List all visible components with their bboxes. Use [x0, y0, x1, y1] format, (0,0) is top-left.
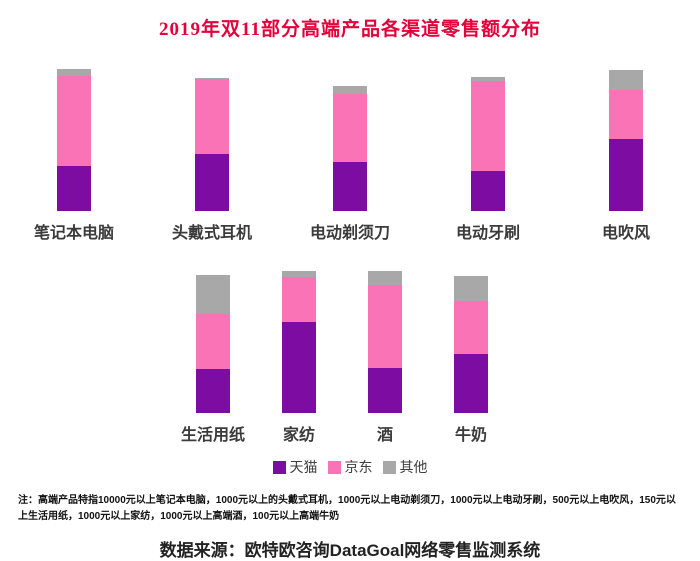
- category-label: 牛奶: [454, 427, 487, 444]
- bar-segment-tmall: [282, 322, 316, 413]
- chart-title: 2019年双11部分高端产品各渠道零售额分布: [159, 19, 541, 40]
- stacked-bar: [609, 70, 643, 211]
- legend-item-other: 其他: [382, 457, 428, 477]
- legend: 天猫 京东 其他: [0, 457, 700, 477]
- bar-group: 电动剃须刀: [298, 63, 402, 243]
- category-label: 电动牙刷: [455, 225, 520, 242]
- bar-group: 生活用纸: [172, 267, 254, 445]
- bar-row-2: 生活用纸 家纺 酒 牛奶: [0, 267, 700, 445]
- category-label: 电吹风: [601, 225, 650, 242]
- bar-segment-tmall: [609, 139, 643, 211]
- stacked-bar: [471, 77, 505, 211]
- bar-segment-tmall: [57, 165, 91, 211]
- bar-segment-tmall: [368, 367, 402, 413]
- bar-segment-other: [195, 78, 229, 80]
- bar-group: 头戴式耳机: [160, 63, 264, 243]
- stacked-bar: [454, 276, 488, 413]
- category-label: 笔记本电脑: [33, 225, 114, 242]
- footnote: 注：高端产品特指10000元以上笔记本电脑，1000元以上的头戴式耳机，1000…: [18, 495, 676, 522]
- stacked-bar: [333, 86, 367, 211]
- bar-segment-tmall: [454, 354, 488, 413]
- bar-segment-tmall: [195, 153, 229, 211]
- legend-swatch-jd: [327, 460, 341, 474]
- bar-segment-other: [454, 276, 488, 301]
- bar-group: 电动牙刷: [436, 63, 540, 243]
- category-label: 家纺: [282, 427, 315, 444]
- bar-area: [195, 63, 229, 211]
- bar-area: [333, 63, 367, 211]
- category-label: 电动剃须刀: [309, 225, 390, 242]
- stacked-bar: [368, 271, 402, 413]
- bar-segment-other: [57, 69, 91, 77]
- bar-row-1: 笔记本电脑 头戴式耳机 电动剃须刀 电动牙刷 电吹风: [0, 63, 700, 243]
- stacked-bar: [195, 78, 229, 211]
- data-source: 数据来源：欧特欧咨询DataGoal网络零售监测系统: [159, 541, 541, 560]
- bar-segment-other: [282, 271, 316, 277]
- bar-group: 家纺: [258, 267, 340, 445]
- bar-area: [368, 267, 402, 413]
- legend-item-jd: 京东: [327, 457, 373, 477]
- legend-label-other: 其他: [399, 459, 428, 475]
- bar-area: [471, 63, 505, 211]
- bar-segment-tmall: [471, 170, 505, 211]
- bar-area: [282, 267, 316, 413]
- bar-area: [609, 63, 643, 211]
- legend-swatch-tmall: [272, 460, 286, 474]
- category-label: 头戴式耳机: [171, 225, 252, 242]
- bar-segment-tmall: [196, 368, 230, 413]
- bar-segment-other: [333, 86, 367, 94]
- legend-label-tmall: 天猫: [289, 459, 318, 475]
- bar-segment-other: [196, 275, 230, 314]
- bar-segment-jd: [368, 285, 402, 368]
- bar-group: 牛奶: [430, 267, 512, 445]
- category-label: 酒: [376, 427, 393, 444]
- stacked-bar: [57, 69, 91, 211]
- bar-segment-other: [368, 271, 402, 286]
- bar-segment-tmall: [333, 162, 367, 211]
- bar-segment-jd: [471, 81, 505, 171]
- bar-segment-jd: [282, 276, 316, 323]
- bar-segment-other: [609, 70, 643, 90]
- bar-segment-jd: [195, 79, 229, 154]
- bar-segment-jd: [333, 93, 367, 163]
- legend-item-tmall: 天猫: [272, 457, 318, 477]
- bar-segment-jd: [454, 300, 488, 355]
- bar-segment-other: [471, 77, 505, 82]
- bar-group: 酒: [344, 267, 426, 445]
- bar-segment-jd: [609, 89, 643, 140]
- bar-area: [196, 267, 230, 413]
- bar-area: [454, 267, 488, 413]
- bar-segment-jd: [196, 313, 230, 369]
- stacked-bar: [282, 271, 316, 413]
- bar-area: [57, 63, 91, 211]
- legend-swatch-other: [382, 460, 396, 474]
- category-label: 生活用纸: [180, 427, 245, 444]
- legend-label-jd: 京东: [344, 459, 373, 475]
- bar-segment-jd: [57, 76, 91, 166]
- bar-group: 电吹风: [574, 63, 678, 243]
- bar-group: 笔记本电脑: [22, 63, 126, 243]
- stacked-bar: [196, 275, 230, 413]
